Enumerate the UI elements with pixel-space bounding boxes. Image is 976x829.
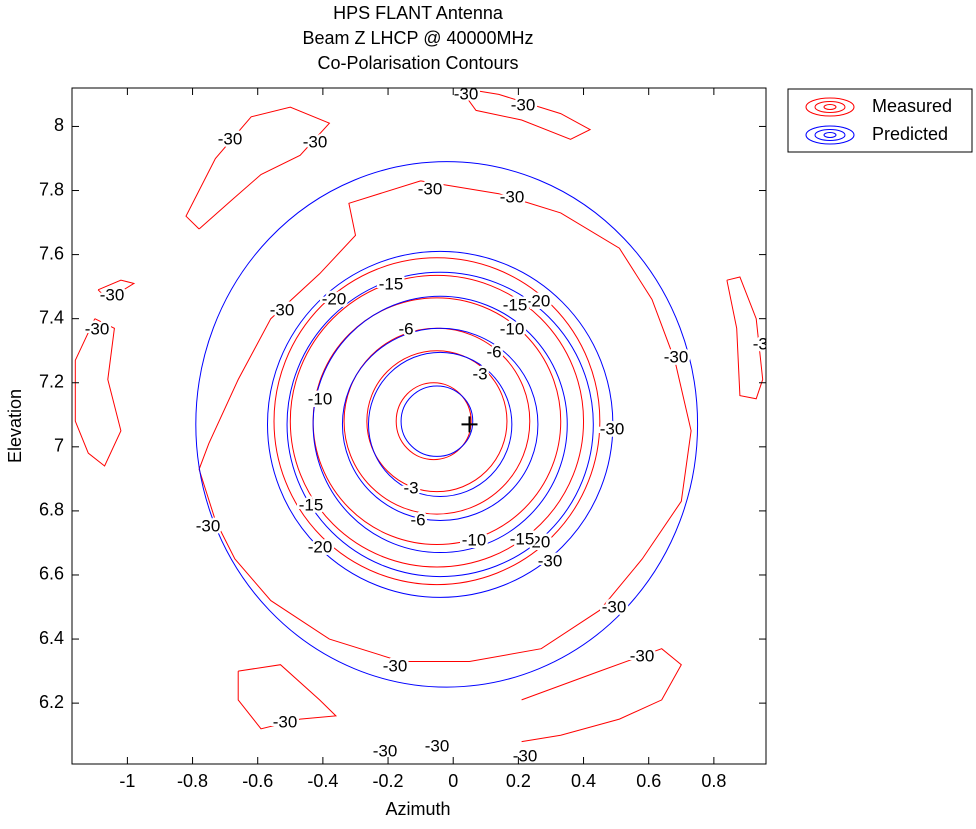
contour-label: -30 — [454, 84, 479, 103]
y-tick-label: 8 — [54, 115, 64, 135]
contour-line — [521, 648, 682, 743]
x-tick-label: 0 — [448, 771, 458, 791]
contour-line — [395, 382, 472, 461]
contour-label: -30 — [511, 95, 536, 114]
contour-label: -6 — [486, 342, 501, 361]
contour-label: -30 — [630, 646, 655, 665]
contour-line — [198, 180, 692, 662]
contour-line — [237, 664, 338, 730]
contour-line — [273, 257, 601, 586]
contour-line — [266, 250, 614, 598]
x-tick-label: -0.6 — [242, 771, 273, 791]
y-tick-label: 6.8 — [39, 500, 64, 520]
contour-label: -30 — [418, 179, 443, 198]
y-tick-label: 6.2 — [39, 692, 64, 712]
y-tick-label: 7.4 — [39, 307, 64, 327]
contour-label: -30 — [273, 712, 298, 731]
y-tick-label: 6.6 — [39, 564, 64, 584]
contour-label: -10 — [500, 319, 525, 338]
x-tick-label: 0.2 — [506, 771, 531, 791]
legend-icon — [814, 101, 846, 113]
chart-title: Beam Z LHCP @ 40000MHz — [302, 28, 533, 48]
contour-label: -30 — [664, 347, 689, 366]
x-tick-label: -0.4 — [307, 771, 338, 791]
contour-label: -15 — [503, 295, 528, 314]
contour-label: -6 — [398, 319, 413, 338]
contour-label: -6 — [410, 510, 425, 529]
contour-label: -15 — [510, 529, 535, 548]
y-tick-label: 7.2 — [39, 371, 64, 391]
x-tick-label: -0.2 — [373, 771, 404, 791]
contour-label: -10 — [462, 530, 487, 549]
contour-label: -30 — [218, 129, 243, 148]
contour-line — [400, 385, 474, 457]
y-tick-label: 6.4 — [39, 628, 64, 648]
contour-label: -20 — [526, 532, 551, 551]
contour-label: -30 — [600, 419, 625, 438]
peak-marker — [461, 416, 478, 433]
contour-label: -30 — [513, 746, 538, 765]
contour-label: -3 — [472, 364, 487, 383]
contour-label: -30 — [383, 656, 408, 675]
y-tick-label: 7.8 — [39, 179, 64, 199]
legend-label: Predicted — [872, 124, 948, 144]
contour-line — [97, 279, 136, 301]
x-tick-label: 0.6 — [636, 771, 661, 791]
plot-area: -30 -30-30 -30-30-30-30-30-30-30-30-30-30-… — [74, 84, 778, 765]
contour-line — [185, 106, 331, 230]
contour-label: -30 — [500, 187, 525, 206]
contour-label: -30 — [270, 300, 295, 319]
legend-icon — [823, 104, 837, 110]
y-axis-label: Elevation — [5, 389, 25, 463]
contour-label: -30 — [303, 132, 328, 151]
contour-line — [286, 271, 594, 578]
contour-line — [312, 295, 568, 554]
contour-label: -10 — [308, 389, 333, 408]
chart-title: Co-Polarisation Contours — [317, 53, 518, 73]
contour-label: -30 — [602, 597, 627, 616]
x-tick-label: -0.8 — [177, 771, 208, 791]
contour-label: -15 — [299, 495, 324, 514]
contour-line — [367, 351, 513, 497]
x-tick-label: -1 — [119, 771, 135, 791]
contour-line — [341, 327, 539, 522]
contour-line — [195, 161, 699, 688]
contour-label: -30 — [85, 319, 110, 338]
contour-label: -30 — [425, 736, 450, 755]
axes-box — [71, 87, 767, 765]
contour-label: -30 — [538, 551, 563, 570]
y-tick-label: 7 — [54, 436, 64, 456]
contour-line — [366, 350, 508, 493]
contour-line — [289, 274, 585, 568]
legend-icon — [805, 97, 855, 117]
contour-line — [726, 276, 764, 400]
legend-label: Measured — [872, 96, 952, 116]
contour-label: -30 — [196, 516, 221, 535]
chart-title: HPS FLANT Antenna — [333, 3, 504, 23]
contour-label: -3 — [403, 478, 418, 497]
contour-label: -30 — [753, 334, 778, 353]
x-tick-label: 0.8 — [701, 771, 726, 791]
x-tick-label: 0.4 — [571, 771, 596, 791]
legend-icon — [805, 125, 855, 145]
legend-icon — [814, 129, 846, 141]
contour-label: -20 — [526, 291, 551, 310]
contour-label: -20 — [322, 289, 347, 308]
contour-line — [459, 88, 592, 140]
contour-label: -15 — [379, 274, 404, 293]
contour-label: -20 — [308, 537, 333, 556]
contour-label: -30 — [373, 741, 398, 760]
legend-icon — [823, 132, 837, 138]
contour-line — [74, 318, 122, 467]
x-axis-label: Azimuth — [385, 799, 450, 819]
contour-label: -30 — [100, 285, 125, 304]
y-tick-label: 7.6 — [39, 243, 64, 263]
